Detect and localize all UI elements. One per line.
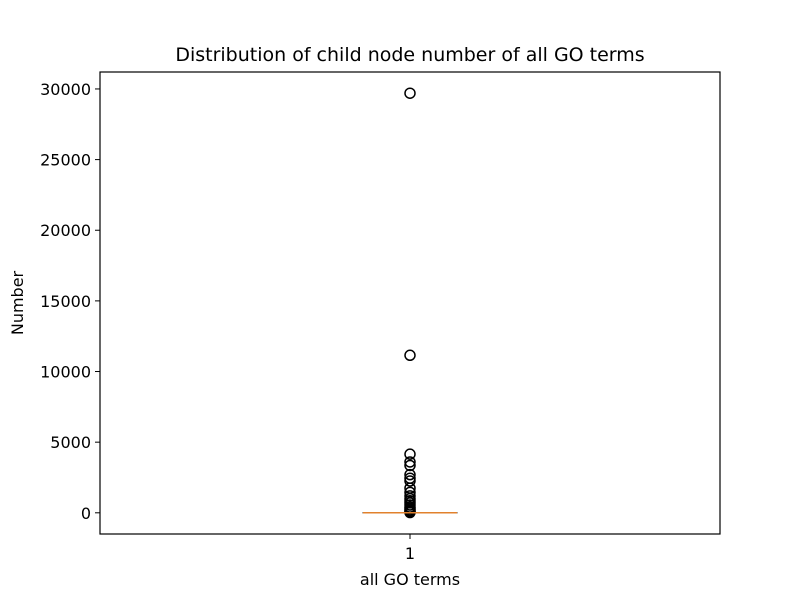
- y-tick-label: 15000: [40, 292, 91, 311]
- outlier-point: [404, 468, 416, 481]
- outlier-point: [404, 475, 416, 487]
- y-tick-label: 10000: [40, 363, 91, 382]
- outlier-point: [404, 456, 416, 468]
- y-tick-label: 5000: [50, 433, 91, 452]
- y-axis: 0 5000 10000 15000 20000 25000 30000: [40, 80, 100, 523]
- y-tick-label: 0: [81, 504, 91, 523]
- outlier-point: [404, 448, 416, 460]
- x-axis-label: all GO terms: [360, 570, 460, 589]
- x-axis: 1: [405, 534, 415, 563]
- outlier-point: [404, 87, 416, 99]
- y-tick-label: 30000: [40, 80, 91, 99]
- y-axis-label: Number: [8, 270, 27, 335]
- outlier-point: [404, 349, 416, 362]
- box-marks: [362, 87, 458, 519]
- y-tick-label: 25000: [40, 151, 91, 170]
- plot-area: [99, 71, 721, 535]
- x-tick-label: 1: [405, 544, 415, 563]
- outlier-point: [404, 459, 416, 472]
- chart-title: Distribution of child node number of all…: [175, 44, 644, 66]
- y-tick-label: 20000: [40, 221, 91, 240]
